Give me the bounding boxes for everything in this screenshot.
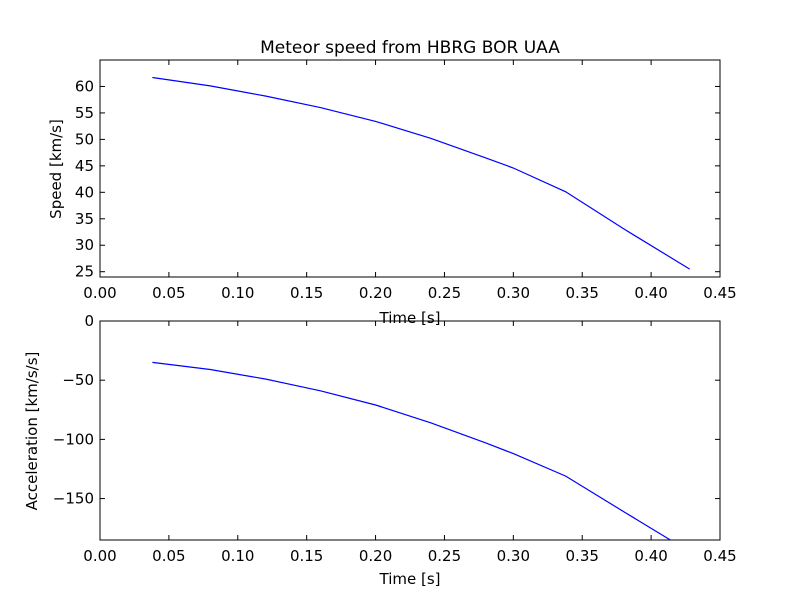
speed-plot-frame <box>99 59 721 278</box>
speed-x-tick-label: 0.40 <box>634 284 667 302</box>
speed-y-axis-label: Speed [km/s] <box>47 119 65 219</box>
speed-x-tick-label: 0.25 <box>428 284 461 302</box>
acceleration-chart: 0.00 0.05 0.10 0.15 0.20 0.25 0.30 0.35 0.40 0.45… <box>23 312 737 588</box>
speed-chart: Meteor speed from HBRG BOR UAA 0.00 0.05 0… <box>47 38 737 327</box>
acceleration-x-tick-label: 0.20 <box>359 547 392 565</box>
speed-x-tick-label: 0.05 <box>152 284 185 302</box>
speed-chart-title: Meteor speed from HBRG BOR UAA <box>260 38 560 58</box>
speed-y-tick-label: 60 <box>75 77 94 95</box>
acceleration-y-tick-label: −50 <box>62 371 94 389</box>
speed-y-tick-label: 45 <box>75 157 94 175</box>
acceleration-x-tick-label: 0.40 <box>634 547 667 565</box>
acceleration-y-axis-label: Acceleration [km/s/s] <box>23 352 41 511</box>
speed-y-tick-label: 25 <box>75 263 94 281</box>
acceleration-y-tick-label: −100 <box>53 430 94 448</box>
acceleration-x-tick-label: 0.30 <box>497 547 530 565</box>
acceleration-y-ticks: 0 −50 −100 −150 <box>53 312 720 508</box>
acceleration-x-tick-label: 0.45 <box>703 547 736 565</box>
speed-x-tick-label: 0.00 <box>83 284 116 302</box>
speed-series-line <box>152 76 691 270</box>
speed-y-tick-label: 35 <box>75 210 94 228</box>
acceleration-x-tick-label: 0.10 <box>221 547 254 565</box>
speed-x-tick-label: 0.20 <box>359 284 392 302</box>
speed-x-tick-label: 0.30 <box>497 284 530 302</box>
acceleration-x-tick-label: 0.05 <box>152 547 185 565</box>
speed-x-tick-label: 0.45 <box>703 284 736 302</box>
speed-x-ticks: 0.00 0.05 0.10 0.15 0.20 0.25 0.30 0.35 0.40 0.45 <box>83 60 737 302</box>
speed-y-ticks: 25 30 35 40 45 50 55 60 <box>75 77 720 281</box>
speed-x-tick-label: 0.10 <box>221 284 254 302</box>
speed-x-tick-label: 0.15 <box>290 284 323 302</box>
speed-x-axis-label: Time [s] <box>379 309 441 327</box>
acceleration-x-tick-label: 0.15 <box>290 547 323 565</box>
acceleration-x-axis-label: Time [s] <box>379 570 441 588</box>
acceleration-x-tick-label: 0.35 <box>566 547 599 565</box>
speed-x-tick-label: 0.35 <box>566 284 599 302</box>
acceleration-x-tick-label: 0.25 <box>428 547 461 565</box>
acceleration-plot-frame <box>99 320 721 541</box>
speed-y-tick-label: 30 <box>75 236 94 254</box>
acceleration-x-ticks: 0.00 0.05 0.10 0.15 0.20 0.25 0.30 0.35 0.40 0.45 <box>83 321 737 565</box>
speed-y-tick-label: 50 <box>75 130 94 148</box>
acceleration-y-tick-label: 0 <box>84 312 94 330</box>
acceleration-series-line <box>152 361 671 541</box>
acceleration-y-tick-label: −150 <box>53 490 94 508</box>
speed-y-tick-label: 40 <box>75 183 94 201</box>
acceleration-x-tick-label: 0.00 <box>83 547 116 565</box>
speed-y-tick-label: 55 <box>75 104 94 122</box>
